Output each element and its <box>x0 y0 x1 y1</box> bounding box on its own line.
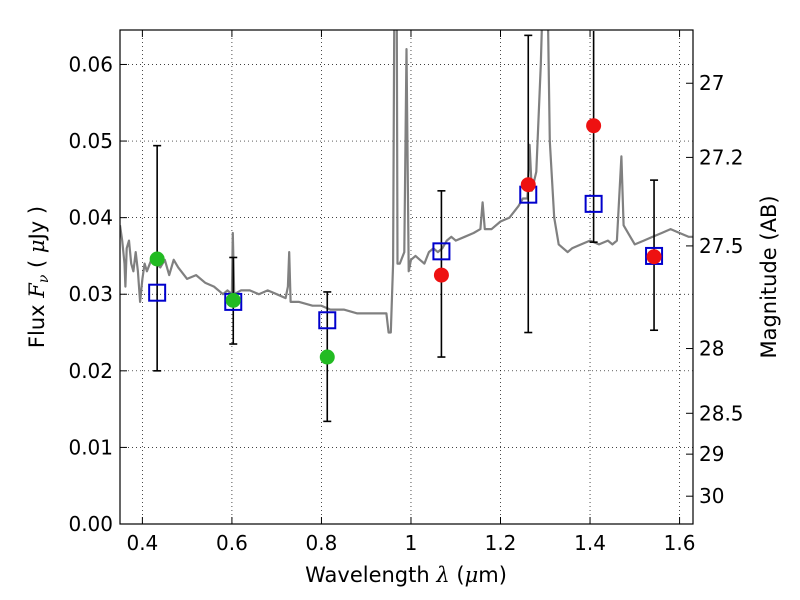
observed-point-marker <box>586 118 602 134</box>
observed-point-marker <box>520 177 536 193</box>
y2-tick-label: 28.5 <box>699 401 744 425</box>
observed-point-marker <box>646 249 662 265</box>
x-tick-label: 1.4 <box>574 531 606 555</box>
x-tick-labels: 0.4 0.6 0.8 1 1.2 1.4 1.6 <box>126 531 695 555</box>
x-tick-label: 1.6 <box>664 531 696 555</box>
observed-photometry-markers <box>149 118 662 365</box>
y2-tick-label: 27.5 <box>699 234 744 258</box>
y2-tick-label: 28 <box>699 337 724 361</box>
y2-tick-label: 29 <box>699 442 724 466</box>
x-tick-label: 0.8 <box>306 531 338 555</box>
x-tick-label: 0.4 <box>126 531 158 555</box>
observed-point-marker <box>225 292 241 308</box>
model-square-marker <box>148 283 167 302</box>
y2-axis-title: Magnitude (AB) <box>757 195 781 358</box>
y2-tick-label: 27 <box>699 71 724 95</box>
model-square-marker <box>584 194 603 213</box>
x-tick-label: 1.2 <box>485 531 517 555</box>
y-tick-label: 0.03 <box>68 282 113 306</box>
y-tick-label: 0.00 <box>68 512 113 536</box>
axis-ticks <box>120 30 693 525</box>
y2-tick-label: 27.2 <box>699 145 744 169</box>
plot-frame <box>119 29 694 525</box>
model-spectrum <box>120 30 693 334</box>
y-tick-label: 0.02 <box>68 359 113 383</box>
x-axis-title: Wavelength λ (μm) <box>305 563 507 587</box>
y-tick-label: 0.06 <box>68 52 113 76</box>
y-axis-title: Flux Fν ( μJy ) <box>25 206 52 348</box>
x-tick-label: 1 <box>405 531 418 555</box>
y-tick-label: 0.01 <box>68 435 113 459</box>
y-tick-label: 0.05 <box>68 129 113 153</box>
y-tick-labels: 0.00 0.01 0.02 0.03 0.04 0.05 0.06 <box>68 52 113 536</box>
observed-point-marker <box>433 267 449 283</box>
y2-tick-label: 30 <box>699 484 724 508</box>
x-tick-label: 0.6 <box>216 531 248 555</box>
model-square-marker <box>318 311 337 330</box>
observed-point-marker <box>319 349 335 365</box>
observed-point-marker <box>149 251 165 267</box>
y2-tick-labels: 27 27.2 27.5 28 28.5 29 30 <box>699 71 744 508</box>
y-tick-label: 0.04 <box>68 206 113 230</box>
model-square-marker <box>432 242 451 261</box>
spectrum-line <box>120 30 693 334</box>
